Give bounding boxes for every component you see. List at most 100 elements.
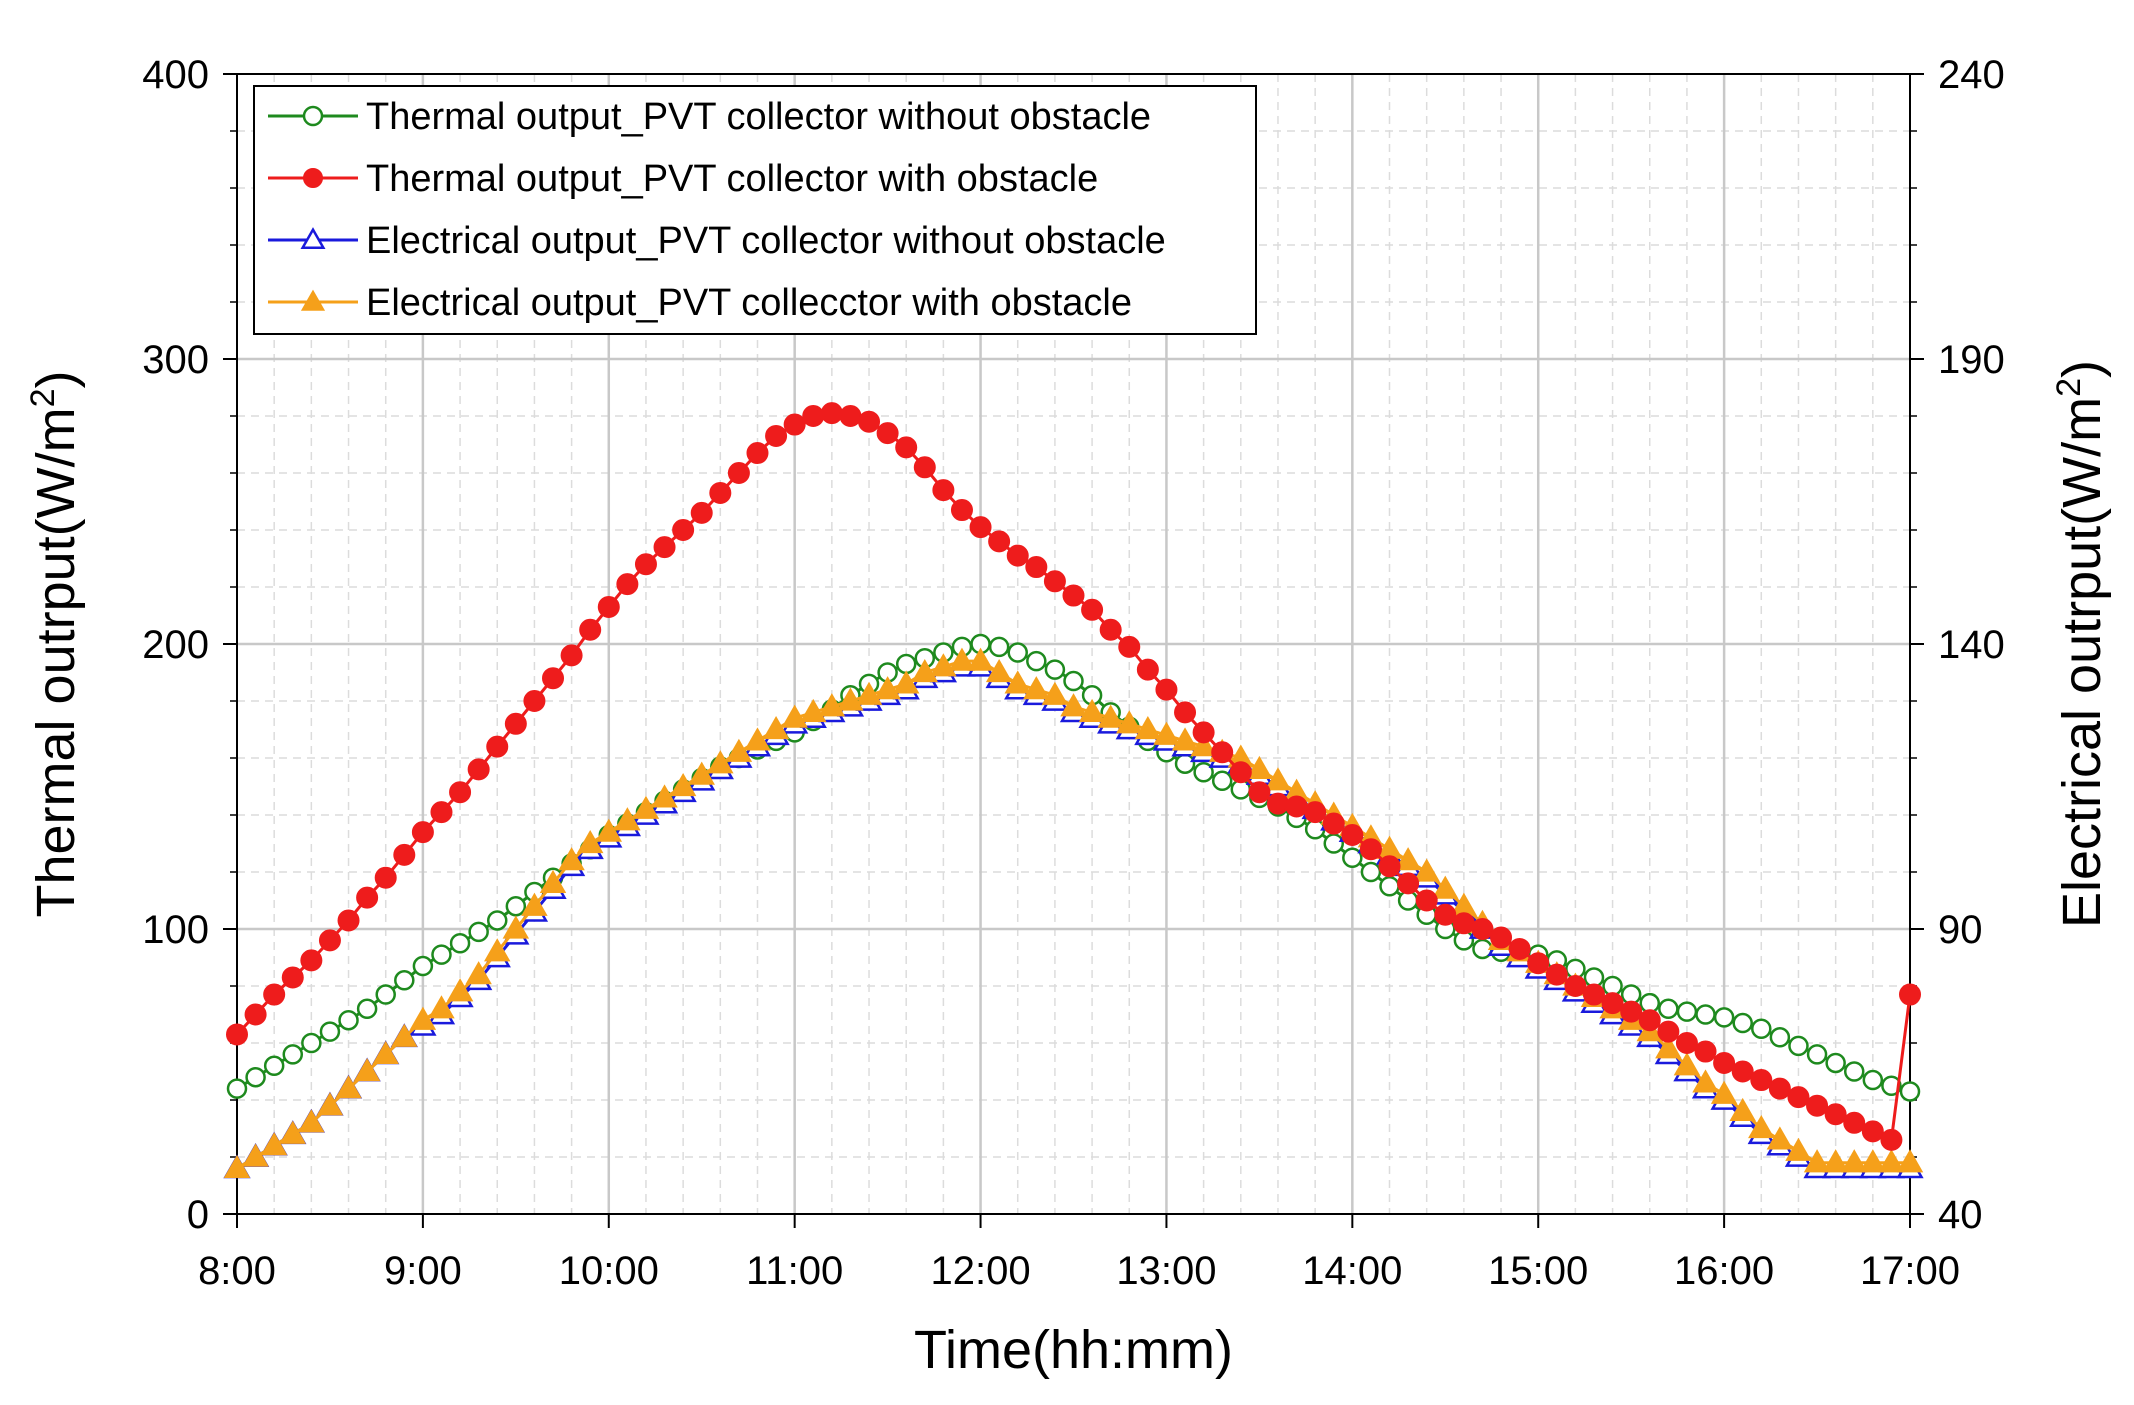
data-point bbox=[282, 1044, 304, 1065]
data-point bbox=[1582, 983, 1605, 1006]
data-point bbox=[1695, 1004, 1716, 1025]
data-point bbox=[412, 955, 434, 977]
data-point bbox=[1657, 1020, 1680, 1043]
data-point bbox=[1766, 1126, 1794, 1150]
data-point bbox=[1341, 823, 1364, 846]
data-point bbox=[651, 784, 678, 808]
legend: Thermal output_PVT collector without obs… bbox=[253, 85, 1257, 335]
data-point bbox=[1434, 903, 1457, 926]
data-point bbox=[226, 1078, 248, 1099]
data-point bbox=[245, 1066, 266, 1088]
data-point bbox=[1118, 635, 1141, 658]
axis-ticks: 0 100 200 300 400 40 90 140 190 240 8:00 9:00 10:00 1… bbox=[142, 53, 2005, 1293]
data-point bbox=[1007, 642, 1028, 663]
data-point bbox=[244, 1003, 267, 1026]
data-point bbox=[744, 727, 771, 751]
data-point bbox=[523, 690, 546, 712]
data-point bbox=[690, 501, 713, 524]
x-tick-label: 14:00 bbox=[1302, 1249, 1402, 1293]
data-point bbox=[558, 847, 585, 871]
data-point bbox=[614, 807, 641, 831]
data-point bbox=[1304, 801, 1327, 824]
data-point bbox=[1190, 733, 1217, 757]
data-point bbox=[1843, 1111, 1866, 1134]
data-point bbox=[1729, 1097, 1756, 1122]
data-point bbox=[263, 983, 286, 1006]
data-point bbox=[1062, 584, 1085, 607]
y2-axis-title-close: ) bbox=[2052, 360, 2112, 378]
data-point bbox=[337, 909, 360, 932]
legend-item-3: Electrical output_PVT collector without … bbox=[268, 220, 1166, 262]
data-point bbox=[242, 1143, 269, 1167]
data-point bbox=[298, 1109, 325, 1133]
data-point bbox=[595, 818, 623, 842]
data-point bbox=[1788, 1035, 1809, 1057]
y-axis-title-superscript: 2 bbox=[24, 388, 62, 407]
data-point bbox=[484, 938, 511, 962]
data-point bbox=[374, 866, 397, 889]
data-point bbox=[1413, 858, 1440, 882]
data-point bbox=[505, 895, 527, 917]
data-point bbox=[1229, 761, 1252, 784]
data-point bbox=[688, 761, 715, 785]
data-point bbox=[1692, 1069, 1719, 1093]
legend-items: Thermal output_PVT collector without obs… bbox=[268, 96, 1166, 324]
data-point bbox=[1285, 795, 1308, 818]
data-point bbox=[1246, 755, 1273, 780]
data-point bbox=[876, 422, 899, 445]
data-point bbox=[1044, 659, 1066, 680]
data-point bbox=[988, 530, 1011, 553]
data-point bbox=[1787, 1086, 1810, 1109]
y-axis-title: Thermal outrput(W/m2) bbox=[24, 370, 86, 917]
data-point bbox=[632, 795, 660, 819]
data-point bbox=[1322, 812, 1345, 835]
data-point bbox=[1025, 556, 1048, 579]
data-point bbox=[486, 735, 509, 758]
x-tick-label: 13:00 bbox=[1116, 1249, 1216, 1293]
data-point bbox=[281, 966, 304, 989]
data-point bbox=[1673, 1052, 1701, 1076]
data-point bbox=[969, 516, 992, 539]
data-point bbox=[1751, 1018, 1772, 1039]
data-point bbox=[892, 670, 920, 694]
data-point bbox=[988, 636, 1010, 658]
data-point bbox=[1193, 762, 1214, 783]
data-point bbox=[1026, 650, 1047, 672]
data-point bbox=[1769, 1027, 1791, 1048]
data-point bbox=[1694, 1040, 1717, 1063]
data-point bbox=[1806, 1094, 1829, 1117]
data-point bbox=[539, 869, 567, 894]
data-point bbox=[1638, 1009, 1661, 1032]
data-point bbox=[1806, 1044, 1828, 1065]
data-point bbox=[353, 1057, 381, 1082]
data-point bbox=[431, 944, 452, 965]
data-point bbox=[1116, 710, 1143, 734]
y-axis-title-close: ) bbox=[26, 370, 86, 388]
data-point bbox=[1264, 767, 1292, 791]
y2-tick-label: 40 bbox=[1938, 1193, 1983, 1237]
data-point bbox=[1880, 1128, 1903, 1151]
data-point bbox=[1601, 992, 1624, 1015]
data-point bbox=[300, 949, 323, 972]
legend-label: Thermal output_PVT collector without obs… bbox=[366, 96, 1151, 138]
data-point bbox=[709, 481, 732, 504]
data-point bbox=[616, 573, 639, 596]
data-point bbox=[394, 970, 415, 991]
data-point bbox=[1192, 721, 1215, 744]
data-point bbox=[783, 413, 806, 436]
data-point bbox=[1713, 1007, 1735, 1028]
data-point bbox=[300, 227, 326, 250]
data-point bbox=[948, 647, 976, 671]
data-point bbox=[1471, 918, 1494, 940]
series-4 bbox=[223, 647, 1924, 1179]
x-tick-label: 8:00 bbox=[198, 1249, 276, 1293]
data-point bbox=[1768, 1077, 1791, 1100]
data-point bbox=[1676, 1001, 1698, 1022]
data-point bbox=[411, 821, 434, 844]
legend-item-1: Thermal output_PVT collector without obs… bbox=[268, 96, 1151, 138]
data-point bbox=[338, 1009, 359, 1031]
data-point bbox=[1862, 1069, 1884, 1091]
data-point bbox=[1360, 861, 1382, 883]
data-point bbox=[449, 781, 472, 804]
